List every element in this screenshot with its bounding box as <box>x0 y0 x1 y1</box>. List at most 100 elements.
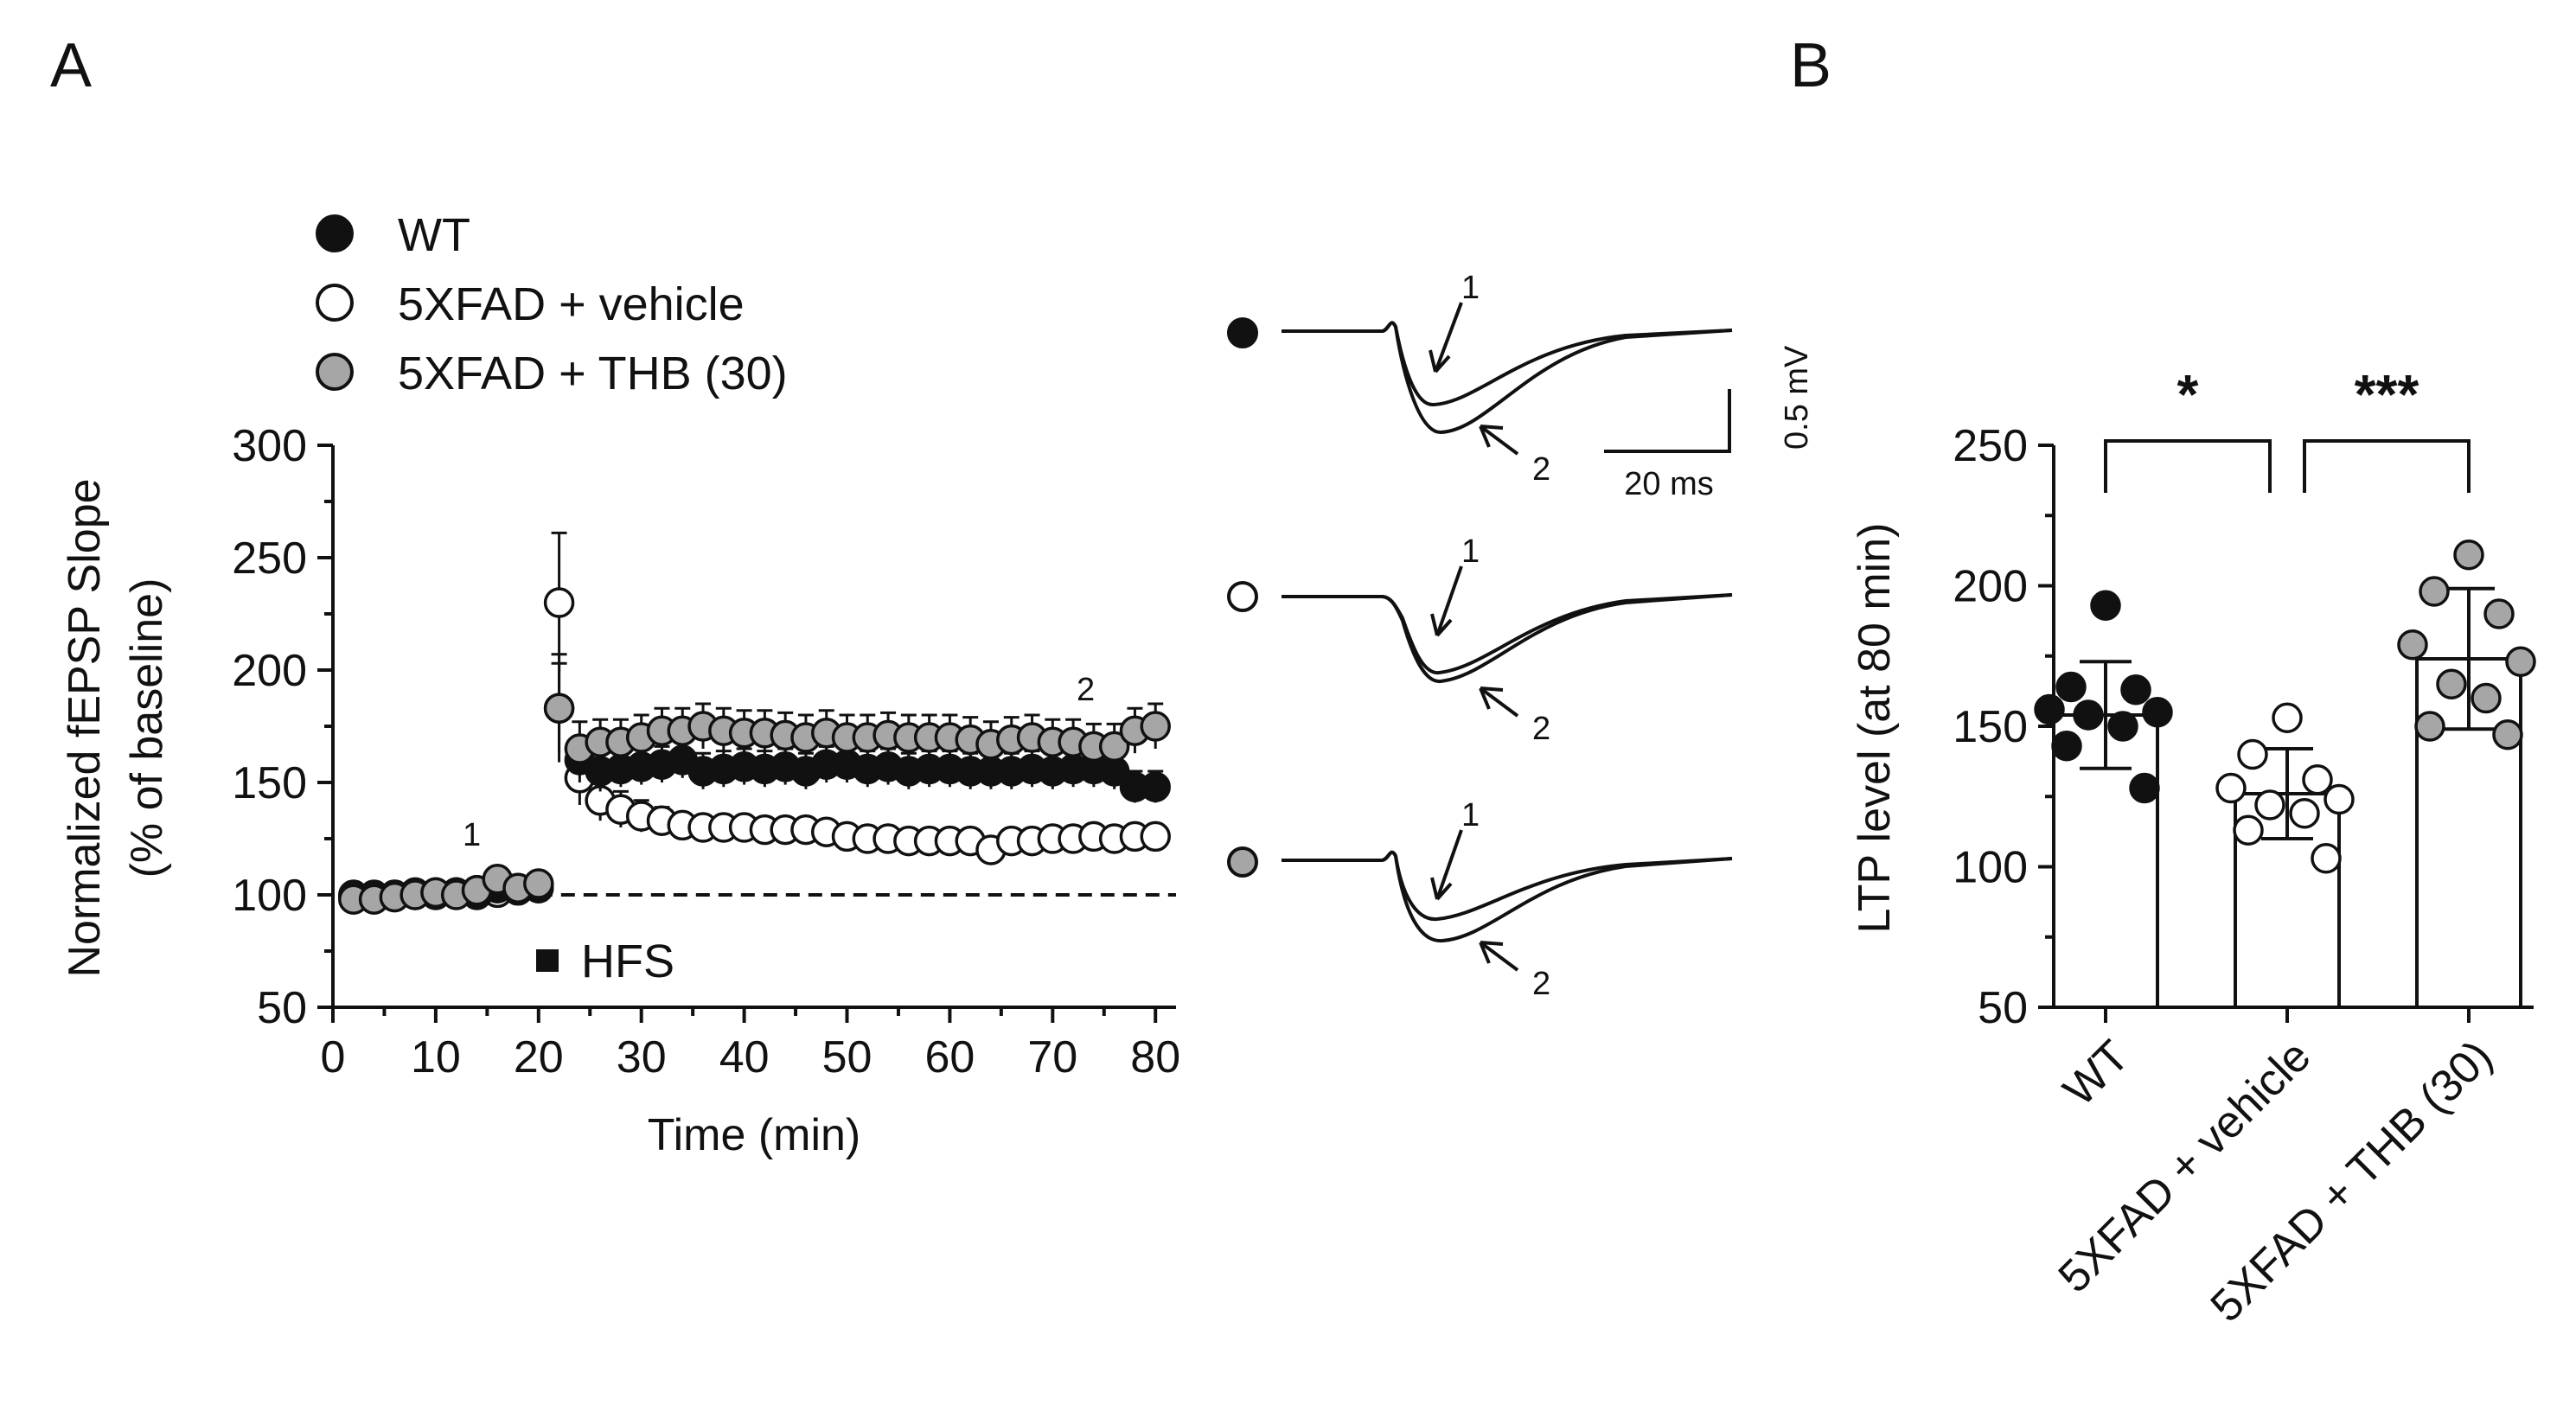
scale-bar-y-label: 0.5 mV <box>1779 345 1815 450</box>
legend: WT 5XFAD + vehicle 5XFAD + THB (30) <box>316 209 788 399</box>
bar-chart-bars <box>2034 540 2536 1009</box>
ltp-time-course-chart: 0 10 20 30 40 50 60 70 80 50 100 150 200 250 300 1 2 H… <box>60 421 1180 1160</box>
trace-vehicle-arrow-1-head <box>1430 613 1453 637</box>
scale-bar <box>1604 389 1731 453</box>
significance-bracket-1: *** <box>2303 363 2471 493</box>
individual-point <box>2324 783 2355 815</box>
individual-point <box>2073 699 2104 731</box>
y-tick-label: 300 <box>232 421 307 471</box>
marker-2-label: 2 <box>1077 672 1095 708</box>
data-point <box>1140 821 1171 852</box>
trace-wt-after <box>1282 321 1733 435</box>
data-point <box>1140 711 1171 742</box>
individual-point <box>2397 629 2428 661</box>
representative-traces: 1 2 20 ms 0.5 mV 1 2 1 2 <box>1227 270 1815 1002</box>
bar-y-tick-label: 50 <box>1978 983 2028 1033</box>
x-tick-label: 10 <box>411 1032 461 1082</box>
data-point <box>1140 771 1171 802</box>
x-tick-label: 70 <box>1027 1032 1077 1082</box>
individual-point <box>2129 772 2160 804</box>
panel-letter-b: B <box>1790 31 1831 100</box>
data-point <box>523 868 554 899</box>
individual-point <box>2034 693 2065 725</box>
individual-point <box>2107 711 2138 742</box>
bar-y-tick-label: 100 <box>1953 843 2028 893</box>
y-tick-label: 150 <box>232 758 307 808</box>
data-point <box>543 587 575 618</box>
individual-point <box>2471 682 2502 714</box>
individual-point <box>2051 731 2082 762</box>
category-label: WT <box>2054 1031 2138 1115</box>
individual-point <box>2453 540 2484 571</box>
x-axis-title: Time (min) <box>648 1110 861 1160</box>
significance-bracket-0: * <box>2104 363 2272 493</box>
data-point <box>543 693 575 724</box>
individual-point <box>2311 843 2342 874</box>
trace-thb-label-2: 2 <box>1532 966 1550 1002</box>
y-axis-title-line-2: (% of baseline) <box>122 578 172 878</box>
time-course-series <box>338 531 1171 915</box>
trace-vehicle-after <box>1282 593 1733 684</box>
x-tick-label: 20 <box>514 1032 564 1082</box>
bar-group-1 <box>2215 702 2355 1009</box>
individual-point <box>2414 711 2445 742</box>
legend-label-wt: WT <box>398 209 470 261</box>
trace-thb-arrow-2-head <box>1479 941 1504 964</box>
marker-1-label: 1 <box>463 817 481 853</box>
individual-point <box>2254 789 2285 821</box>
trace-vehicle-before <box>1282 593 1733 675</box>
bar-y-tick-label: 150 <box>1953 702 2028 752</box>
bar-y-axis-title: LTP level (at 80 min) <box>1850 523 1900 934</box>
bar-y-tick-label: 200 <box>1953 562 2028 612</box>
bar-y-tick-label: 250 <box>1953 421 2028 471</box>
individual-point <box>2090 590 2121 621</box>
trace-marker-vehicle <box>1227 581 1258 612</box>
bar-group-0 <box>2034 590 2173 1009</box>
x-tick-label: 60 <box>924 1032 975 1082</box>
scale-bar-x-label: 20 ms <box>1624 466 1713 502</box>
individual-point <box>2492 719 2523 750</box>
significance-label: *** <box>2355 363 2419 425</box>
individual-point <box>2233 814 2264 846</box>
x-tick-label: 0 <box>321 1032 346 1082</box>
panel-letter-a: A <box>50 31 92 100</box>
individual-point <box>2055 671 2087 703</box>
time-course-axes: 0 10 20 30 40 50 60 70 80 50 100 150 200 250 300 <box>232 421 1180 1082</box>
individual-point <box>2505 646 2536 677</box>
legend-label-thb: 5XFAD + THB (30) <box>398 348 788 399</box>
individual-point <box>2302 764 2333 795</box>
legend-label-vehicle: 5XFAD + vehicle <box>398 278 745 330</box>
x-tick-label: 80 <box>1130 1032 1180 1082</box>
trace-wt-arrow-1-head <box>1429 349 1451 374</box>
legend-marker-thb <box>316 353 354 391</box>
significance-label: * <box>2177 363 2199 425</box>
series-2 <box>338 653 1171 915</box>
individual-point <box>2436 668 2467 699</box>
y-tick-label: 200 <box>232 646 307 696</box>
legend-marker-wt <box>316 214 354 252</box>
individual-point <box>2142 697 2173 728</box>
trace-vehicle-arrow-2-head <box>1479 686 1504 710</box>
individual-point <box>2289 798 2320 829</box>
significance-brackets: * *** <box>2104 363 2471 493</box>
legend-marker-vehicle <box>316 284 354 322</box>
hfs-marker <box>536 949 559 972</box>
x-tick-label: 40 <box>719 1032 770 1082</box>
individual-point <box>2483 598 2515 629</box>
individual-point <box>2120 674 2151 706</box>
y-axis-title-line-1: Normalized fEPSP Slope <box>60 478 110 977</box>
series-1 <box>338 661 1171 913</box>
bracket-line <box>2104 439 2272 493</box>
trace-wt-arrow-2-head <box>1479 425 1504 448</box>
y-tick-label: 250 <box>232 533 307 584</box>
trace-vehicle-label-1: 1 <box>1461 533 1480 570</box>
bracket-line <box>2303 439 2471 493</box>
x-tick-label: 30 <box>617 1032 667 1082</box>
trace-wt-arrow-2 <box>1479 425 1519 456</box>
trace-thb-arrow-2 <box>1479 941 1519 972</box>
individual-point <box>2419 576 2450 607</box>
bar-group-2 <box>2397 540 2536 1009</box>
trace-vehicle-arrow-2 <box>1479 686 1519 718</box>
individual-point <box>2237 738 2268 770</box>
